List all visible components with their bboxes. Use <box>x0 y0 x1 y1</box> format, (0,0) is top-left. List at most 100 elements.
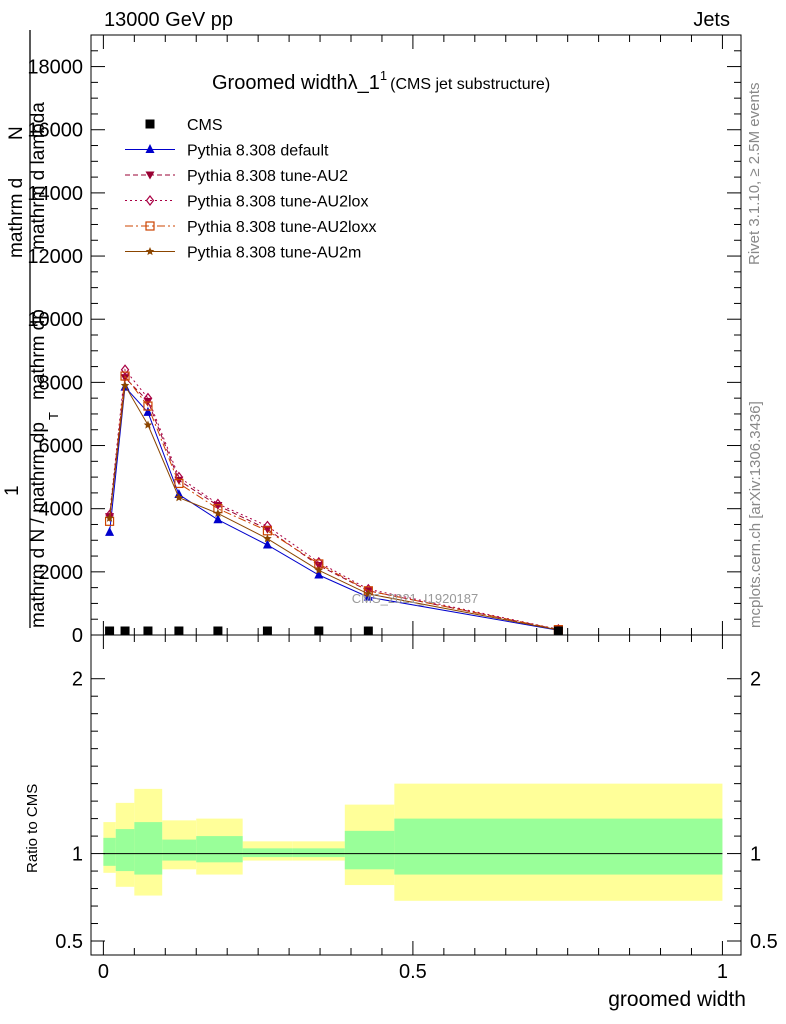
series-line-1 <box>109 385 559 631</box>
legend-label-5: Pythia 8.308 tune-AU2m <box>187 245 361 262</box>
series-5-point-7 <box>364 589 373 598</box>
main-ytick-label-0: 0 <box>72 625 83 647</box>
ratio-band-inner-8 <box>394 818 723 875</box>
chart-title: Groomed widthλ_11(CMS jet substructure) <box>212 68 550 94</box>
ratio-ytick-label-1: 1 <box>72 844 83 866</box>
x-tick-label-2: 1 <box>717 961 728 983</box>
series-3-point-3 <box>174 471 184 483</box>
ratio-band-inner-4 <box>196 836 243 863</box>
main-ytick-label-9: 18000 <box>27 57 83 79</box>
ylabel-line-4: mathrm d lambda <box>28 102 49 250</box>
ratio-band-inner-6 <box>292 848 345 858</box>
legend-marker-1 <box>145 144 155 153</box>
ratio-ytick-label-right-1: 1 <box>750 844 761 866</box>
series-3-point-1 <box>120 364 130 376</box>
header-right: Jets <box>693 9 730 31</box>
ratio-band-inner-3 <box>162 839 197 861</box>
series-line-2 <box>109 376 559 631</box>
mcplots-label: mcplots.cern.ch [arXiv:1306.3436] <box>747 401 764 628</box>
legend-marker-2 <box>145 171 155 180</box>
legend-label-3: Pythia 8.308 tune-AU2lox <box>187 194 368 211</box>
legend: CMS Pythia 8.308 default Pythia 8.308 tune… <box>125 117 376 262</box>
ratio-frame <box>90 634 742 956</box>
x-tick-label-0: 0 <box>98 961 109 983</box>
legend-marker-4 <box>145 221 155 231</box>
x-tick-label-1: 0.5 <box>399 961 427 983</box>
ratio-uncertainty-bands <box>103 783 723 901</box>
cms-point-6 <box>314 626 324 636</box>
main-y-ticks: 0 2000 4000 6000 8000 10000 12000 14000 16000 180… <box>27 34 741 647</box>
cms-data-points <box>105 626 563 636</box>
ratio-y-ticks: 0.5 0.5 1 1 2 2 <box>55 669 778 953</box>
series-1-point-7 <box>363 591 373 601</box>
series-4-point-2 <box>143 401 153 411</box>
series-2-point-1 <box>120 374 130 383</box>
ylabel-line-2: T <box>46 412 61 420</box>
series-3-point-4 <box>213 498 223 510</box>
cms-point-5 <box>262 626 272 636</box>
ratio-ytick-label-right-2: 2 <box>750 669 761 691</box>
series-1-point-5 <box>262 539 272 549</box>
cms-point-3 <box>174 626 184 636</box>
legend-marker-3 <box>145 195 155 206</box>
cms-point-1 <box>120 626 130 636</box>
legend-marker-5 <box>145 247 155 256</box>
series-1-point-0 <box>105 526 115 536</box>
legend-label-1: Pythia 8.308 default <box>187 143 329 160</box>
ratio-band-inner-5 <box>242 848 293 858</box>
series-4-point-3 <box>174 478 184 489</box>
series-5-point-4 <box>213 508 223 518</box>
series-5-point-5 <box>263 534 272 543</box>
legend-label-4: Pythia 8.308 tune-AU2loxx <box>187 219 376 236</box>
series-5-point-1 <box>120 381 130 390</box>
main-ytick-label-7: 14000 <box>27 183 83 205</box>
ratio-ytick-label-right-0: 0.5 <box>750 931 778 953</box>
cms-point-0 <box>105 626 115 636</box>
legend-label-2: Pythia 8.308 tune-AU2 <box>187 168 348 185</box>
ratio-x-ticks: 0 0.5 1 <box>98 635 728 983</box>
series-5-point-0 <box>105 513 114 522</box>
chart-title-text: Groomed width <box>212 72 348 94</box>
ylabel-line-5: mathrm d <box>6 178 27 258</box>
ratio-band-inner-0 <box>103 837 116 866</box>
main-series-group <box>104 364 563 635</box>
legend-label-0: CMS <box>187 117 223 134</box>
series-1-point-6 <box>314 569 324 579</box>
rivet-label: Rivet 3.1.10, ≥ 2.5M events <box>746 82 763 266</box>
cms-point-8 <box>553 626 563 636</box>
series-line-5 <box>109 383 559 631</box>
chart-title-sup: 1 <box>380 68 387 83</box>
main-y-label: mathrm d N / mathrm dp T mathrm dp mathr… <box>2 30 61 628</box>
main-ytick-label-8: 16000 <box>27 120 83 142</box>
series-1-point-2 <box>143 406 153 416</box>
main-ytick-label-3: 6000 <box>39 436 84 458</box>
main-ytick-label-4: 8000 <box>39 372 84 394</box>
series-2-point-4 <box>213 502 223 511</box>
cms-point-7 <box>363 626 373 636</box>
header-left: 13000 GeV pp <box>104 9 233 31</box>
series-4-point-1 <box>120 371 130 381</box>
series-1-point-4 <box>213 514 223 524</box>
ratio-band-inner-7 <box>344 830 395 870</box>
series-5-point-3 <box>174 493 184 502</box>
analysis-watermark: CMS_2021_I1920187 <box>352 591 479 606</box>
chart-title-note: (CMS jet substructure) <box>390 76 550 93</box>
ratio-y-label: Ratio to CMS <box>24 784 41 873</box>
ylabel-line-6: N <box>6 126 27 140</box>
series-line-4 <box>109 374 559 631</box>
series-3-point-2 <box>143 392 153 404</box>
ylabel-line-1: mathrm d N / mathrm dp <box>28 422 49 628</box>
series-5-point-6 <box>314 565 324 574</box>
series-5-point-2 <box>143 420 153 429</box>
main-ytick-label-5: 10000 <box>27 309 83 331</box>
ylabel-line-7: 1 <box>2 485 23 496</box>
legend-marker-0 <box>145 119 155 129</box>
ratio-band-inner-1 <box>115 829 135 872</box>
main-x-ticks <box>102 35 723 635</box>
series-3-point-5 <box>263 520 272 532</box>
main-ytick-label-6: 12000 <box>27 246 83 268</box>
ratio-ytick-label-2: 2 <box>72 669 83 691</box>
cms-point-4 <box>213 626 223 636</box>
ratio-band-inner-2 <box>134 822 163 875</box>
